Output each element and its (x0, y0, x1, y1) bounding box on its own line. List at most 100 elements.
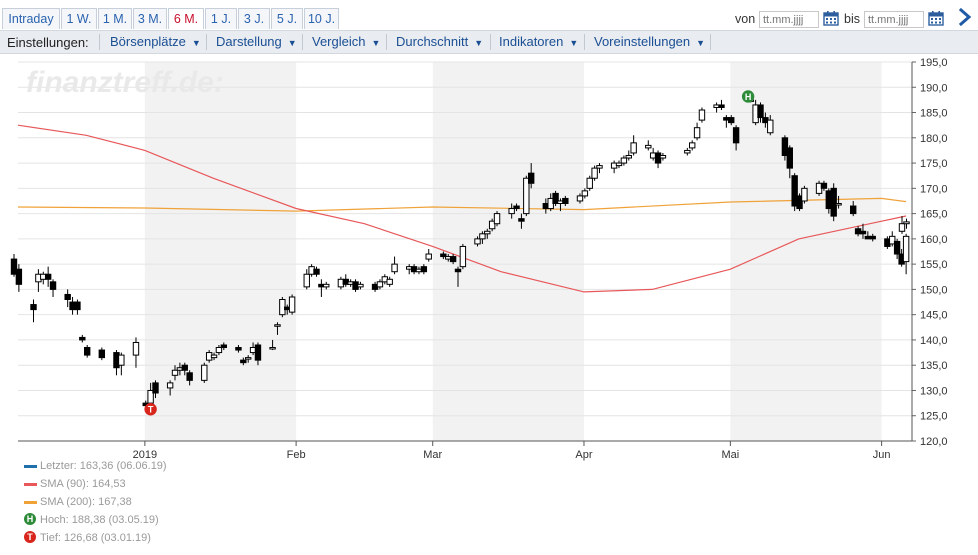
candle-body (303, 273, 310, 288)
candle-body (274, 324, 281, 327)
y-tick-label: 195,0 (920, 57, 948, 69)
y-tick-label: 190,0 (920, 82, 948, 94)
chevron-right-icon[interactable] (958, 7, 972, 31)
y-tick-label: 155,0 (920, 259, 948, 271)
candle-body (757, 104, 764, 119)
menu-indikatoren[interactable]: Indikatoren ▼ (499, 32, 578, 52)
menu-voreinstellungen[interactable]: Voreinstellungen ▼ (594, 32, 705, 52)
low-badge-icon: T (24, 531, 36, 543)
candle-body (518, 218, 525, 222)
legend-label: SMA (90): 164,53 (40, 478, 126, 490)
tab-1m[interactable]: 1 M. (98, 8, 132, 29)
tab-1y[interactable]: 1 J. (205, 8, 237, 29)
candle-body (181, 364, 188, 371)
candle-body (902, 235, 910, 263)
candle-body (645, 144, 652, 149)
x-tick-label: 2019 (133, 449, 157, 461)
menu-durchschnitt[interactable]: Durchschnitt ▼ (396, 32, 483, 52)
sma-line-sma200 (17, 197, 907, 212)
high-badge-icon: H (24, 513, 36, 525)
candle-body (15, 268, 23, 285)
candle-body (513, 205, 520, 210)
candle-body (83, 347, 91, 356)
candle-body (591, 167, 598, 179)
tab-3y[interactable]: 3 J. (238, 8, 270, 29)
tab-6m[interactable]: 6 M. (168, 8, 204, 29)
tab-1w[interactable]: 1 W. (61, 8, 97, 29)
candle-body (171, 369, 179, 376)
divider (206, 34, 207, 50)
candle-body (269, 347, 276, 350)
candle-body (79, 336, 86, 341)
menu-darstellung[interactable]: Darstellung ▼ (216, 32, 297, 52)
candle-body (684, 149, 691, 154)
candle-body (659, 154, 667, 159)
candle-body (869, 235, 876, 240)
tab-intraday[interactable]: Intraday (2, 8, 60, 29)
candle-body (903, 221, 910, 225)
x-tick-label: Apr (575, 449, 592, 461)
tab-10y[interactable]: 10 J. (304, 8, 339, 29)
y-tick-label: 120,0 (920, 436, 948, 448)
caret-down-icon: ▼ (371, 38, 381, 48)
menu-label: Vergleich (312, 34, 366, 49)
price-chart[interactable]: finanztreff.de: 195,0 190,0 185,0 180,0 175,… (0, 54, 978, 466)
candle-body (527, 172, 535, 184)
candle-body (791, 175, 798, 207)
candle-body (718, 104, 725, 108)
candle-body (493, 213, 501, 225)
y-tick-label: 180,0 (920, 133, 948, 145)
candle-body (254, 344, 262, 361)
menu-boersenplaetze[interactable]: Börsenplätze ▼ (110, 32, 201, 52)
legend-line-swatch (24, 501, 37, 504)
candle-body (615, 162, 623, 167)
settings-bar: Einstellungen: Börsenplätze ▼ Darstellung… (0, 30, 978, 54)
candle-body (215, 347, 223, 354)
y-tick-label: 135,0 (920, 360, 948, 372)
candle-body (459, 245, 467, 268)
candle-body (693, 127, 701, 139)
y-tick-label: 130,0 (920, 385, 948, 397)
divider (99, 34, 100, 50)
candle-body (376, 281, 384, 288)
legend-label: Hoch: 188,38 (03.05.19) (40, 514, 159, 526)
tab-3m[interactable]: 3 M. (133, 8, 167, 29)
divider (302, 34, 303, 50)
tab-5y[interactable]: 5 J. (271, 8, 303, 29)
from-date-input[interactable] (759, 11, 819, 28)
candle-body (420, 266, 428, 273)
candle-body (523, 177, 530, 215)
candle-body (288, 296, 296, 313)
calendar-icon[interactable] (928, 10, 944, 31)
y-tick-label: 150,0 (920, 284, 948, 296)
y-tick-label: 125,0 (920, 411, 948, 423)
candle-body (796, 195, 803, 210)
caret-down-icon: ▼ (569, 38, 579, 48)
candle-body (576, 195, 584, 202)
candle-body (132, 341, 140, 356)
candle-body (49, 281, 57, 290)
candle-body (454, 268, 462, 273)
candle-body (830, 187, 837, 217)
to-date-input[interactable] (864, 11, 924, 28)
candle-body (30, 304, 37, 311)
legend-label: Tief: 126,68 (03.01.19) (40, 532, 151, 544)
candle-body (240, 359, 247, 364)
candle-body (484, 230, 491, 235)
candle-body (357, 283, 364, 288)
legend-label: Letzter: 163,36 (06.06.19) (40, 460, 167, 472)
month-band (144, 62, 297, 441)
menu-vergleich[interactable]: Vergleich ▼ (312, 32, 380, 52)
calendar-icon[interactable] (823, 10, 839, 31)
candle-body (74, 301, 81, 311)
candle-body (835, 202, 842, 206)
menu-label: Voreinstellungen (594, 34, 691, 49)
candle-body (201, 364, 208, 381)
settings-label: Einstellungen: (7, 35, 89, 50)
candle-body (474, 238, 481, 245)
candle-body (781, 137, 789, 156)
candle-body (767, 119, 774, 134)
legend-line-swatch (24, 483, 37, 486)
candle-body (801, 187, 808, 202)
candle-body (620, 157, 628, 164)
